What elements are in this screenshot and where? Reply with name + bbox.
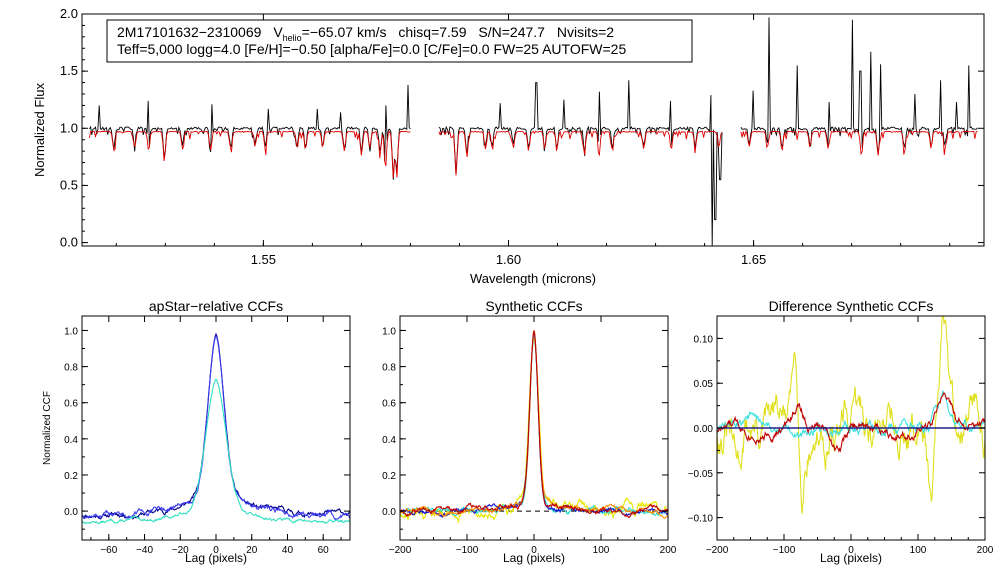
synthetic-ccf-frame (399, 315, 669, 541)
annotation-line-1: 2M17101632−2310069 Vhelio=−65.07 km/s ch… (117, 24, 614, 43)
x-tick-label: 60 (318, 545, 330, 556)
y-tick-label: 0.5 (60, 177, 78, 192)
synthetic-ccf-ticks: −200 −100 0 100 200 0.0 0.2 0.4 0.6 0.8 1.0 (382, 316, 677, 556)
chisq-value: chisq=7.59 (398, 24, 466, 40)
y-tick-label: 1.0 (64, 326, 78, 337)
x-tick-label: −20 (172, 545, 189, 556)
diff-ccf-panel: Difference Synthetic CCFs −200 −100 0 100 20… (688, 298, 994, 565)
y-tick-label: 0.6 (382, 399, 396, 410)
x-tick-label: 200 (977, 545, 994, 556)
apstar-ccf-x-label: Lag (pixels) (185, 551, 247, 565)
y-tick-label: 1.0 (60, 120, 78, 135)
x-tick-label: 1.60 (496, 252, 521, 267)
ccf-series-visit 2 (82, 378, 351, 525)
y-tick-label: 0.2 (64, 471, 78, 482)
v-helio-label: V (273, 24, 283, 40)
x-tick-label: −40 (136, 545, 153, 556)
y-tick-label: 0.0 (60, 235, 78, 250)
y-tick-label: 0.0 (64, 507, 78, 518)
diff-ccf-x-label: Lag (pixels) (820, 551, 882, 565)
x-tick-label: 20 (246, 545, 258, 556)
y-tick-label: 2.0 (60, 6, 78, 21)
y-tick-label: 0.8 (382, 363, 396, 374)
spectrum-panel: 1.55 1.60 1.65 0.0 0.5 1.0 1.5 2.0 Wavelength (… (32, 6, 985, 286)
y-tick-label: 0.4 (382, 435, 396, 446)
x-tick-label: 100 (910, 545, 927, 556)
y-tick-label: 0.8 (64, 363, 78, 374)
apstar-ccf-title: apStar−relative CCFs (149, 298, 283, 314)
spectrum-traces (88, 17, 978, 247)
x-tick-label: 0 (531, 545, 537, 556)
x-tick-label: 0 (848, 545, 854, 556)
ccf-series-red (399, 330, 669, 519)
synthetic-ccf-panel: Synthetic CCFs −200 −100 0 100 200 0.0 0.2 0.4 0… (382, 298, 677, 565)
ccf-series-orange (399, 330, 669, 519)
annotation-line-2: Teff=5,000 logg=4.0 [Fe/H]=−0.50 [alpha/… (117, 41, 626, 57)
snr-value: S/N=247.7 (478, 24, 545, 40)
x-tick-label: 1.55 (251, 252, 276, 267)
apstar-ccf-y-label: Normalized CCF (42, 391, 53, 465)
ccf-series-combined (81, 332, 351, 520)
spectrum-ticks: 1.55 1.60 1.65 0.0 0.5 1.0 1.5 2.0 (60, 6, 984, 267)
y-tick-label: 1.0 (382, 326, 396, 337)
y-tick-label: 0.00 (694, 424, 714, 435)
apstar-ccf-traces (81, 332, 351, 525)
y-tick-label: 0.10 (694, 334, 714, 345)
ccf-series-red (716, 392, 986, 453)
diff-ccf-traces (716, 315, 986, 515)
apstar-ccf-ticks: −60 −40 −20 0 20 40 60 0.0 0.2 0.4 0.6 0.8 1.0 (64, 316, 350, 556)
ccf-series-visit 1 (81, 334, 351, 521)
x-tick-label: 200 (660, 545, 677, 556)
diff-ccf-ticks: −200 −100 0 100 200 −0.10 −0.05 0.00 0.05 0.10 (688, 315, 994, 556)
star-id: 2M17101632−2310069 (117, 24, 262, 40)
y-tick-label: 1.5 (60, 63, 78, 78)
x-tick-label: 40 (282, 545, 294, 556)
synthetic-ccf-x-label: Lag (pixels) (503, 551, 565, 565)
spectrum-y-label: Normalized Flux (32, 83, 47, 177)
ccf-series-cyan (399, 333, 669, 517)
v-helio-value: =−65.07 km/s (302, 24, 387, 40)
y-tick-label: 0.0 (382, 507, 396, 518)
synthetic-ccf-title: Synthetic CCFs (485, 298, 582, 314)
x-tick-label: −60 (100, 545, 117, 556)
x-tick-label: 1.65 (741, 252, 766, 267)
x-tick-label: 100 (593, 545, 610, 556)
apstar-ccf-frame (81, 315, 351, 541)
annotation-box (106, 19, 693, 63)
y-tick-label: −0.05 (688, 469, 714, 480)
y-tick-label: 0.2 (382, 471, 396, 482)
synthetic-ccf-traces (399, 330, 669, 524)
ccf-series-blue (399, 330, 669, 519)
spectrum-frame (81, 13, 985, 247)
x-tick-label: −200 (389, 545, 412, 556)
y-tick-label: 0.05 (694, 379, 714, 390)
x-tick-label: 0 (213, 545, 219, 556)
y-tick-label: −0.10 (688, 514, 714, 525)
nvisits-value: Nvisits=2 (557, 24, 614, 40)
x-tick-label: −100 (456, 545, 479, 556)
spectrum-series-model (88, 129, 978, 179)
ccf-series-yellow (716, 315, 986, 515)
y-tick-label: 0.6 (64, 399, 78, 410)
apstar-ccf-panel: apStar−relative CCFs −60 −40 −20 0 20 40 60 0.0… (42, 298, 351, 565)
v-helio-subscript: helio (283, 33, 302, 43)
x-tick-label: −100 (773, 545, 796, 556)
x-tick-label: −200 (706, 545, 729, 556)
diff-ccf-title: Difference Synthetic CCFs (769, 298, 934, 314)
y-tick-label: 0.4 (64, 435, 78, 446)
spectrum-x-label: Wavelength (microns) (470, 271, 596, 286)
ccf-series-yellow (399, 337, 669, 524)
